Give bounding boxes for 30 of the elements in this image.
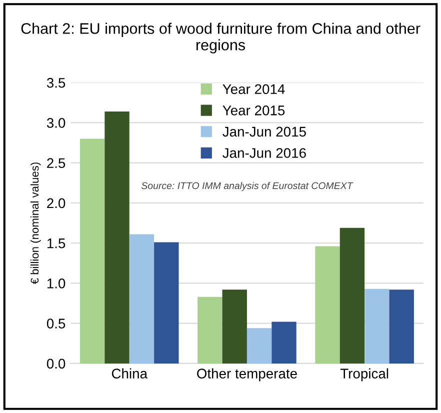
bar bbox=[315, 246, 340, 364]
bar bbox=[272, 322, 296, 364]
y-axis-title: € billion (nominal values) bbox=[30, 162, 41, 284]
y-tick-label: 1.5 bbox=[47, 238, 66, 248]
annotation: Source: ITTO IMM analysis of Eurostat COMEXT bbox=[141, 182, 354, 192]
x-tick-label: China bbox=[112, 368, 148, 379]
x-tick-label: Other temperate bbox=[197, 368, 297, 382]
y-tick-label: 2.5 bbox=[47, 158, 66, 168]
y-tick-label: 2.0 bbox=[47, 198, 66, 208]
bar bbox=[198, 296, 222, 364]
legend-label: Year 2015 bbox=[222, 106, 285, 116]
bar bbox=[80, 138, 105, 364]
y-tick-label: 1.0 bbox=[47, 278, 66, 288]
y-tick-label: 0.5 bbox=[46, 318, 66, 328]
bar bbox=[246, 328, 272, 364]
bar bbox=[389, 290, 414, 364]
y-tick-label: 3.5 bbox=[46, 78, 66, 88]
legend-label: Year 2014 bbox=[222, 84, 285, 94]
bar bbox=[222, 290, 247, 364]
chart-title: Chart 2: EU imports of wood furniture from China and other regions bbox=[21, 22, 420, 54]
bar bbox=[104, 111, 130, 364]
bar bbox=[364, 288, 390, 364]
y-tick-label: 0.0 bbox=[46, 358, 66, 369]
legend-label: Jan-Jun 2015 bbox=[222, 126, 306, 137]
bar bbox=[154, 242, 179, 364]
bar bbox=[129, 234, 154, 364]
y-tick-label: 3.0 bbox=[46, 118, 66, 128]
legend-label: Jan-Jun 2016 bbox=[222, 148, 306, 158]
x-tick-label: Tropical bbox=[340, 368, 388, 382]
bar bbox=[340, 228, 365, 364]
